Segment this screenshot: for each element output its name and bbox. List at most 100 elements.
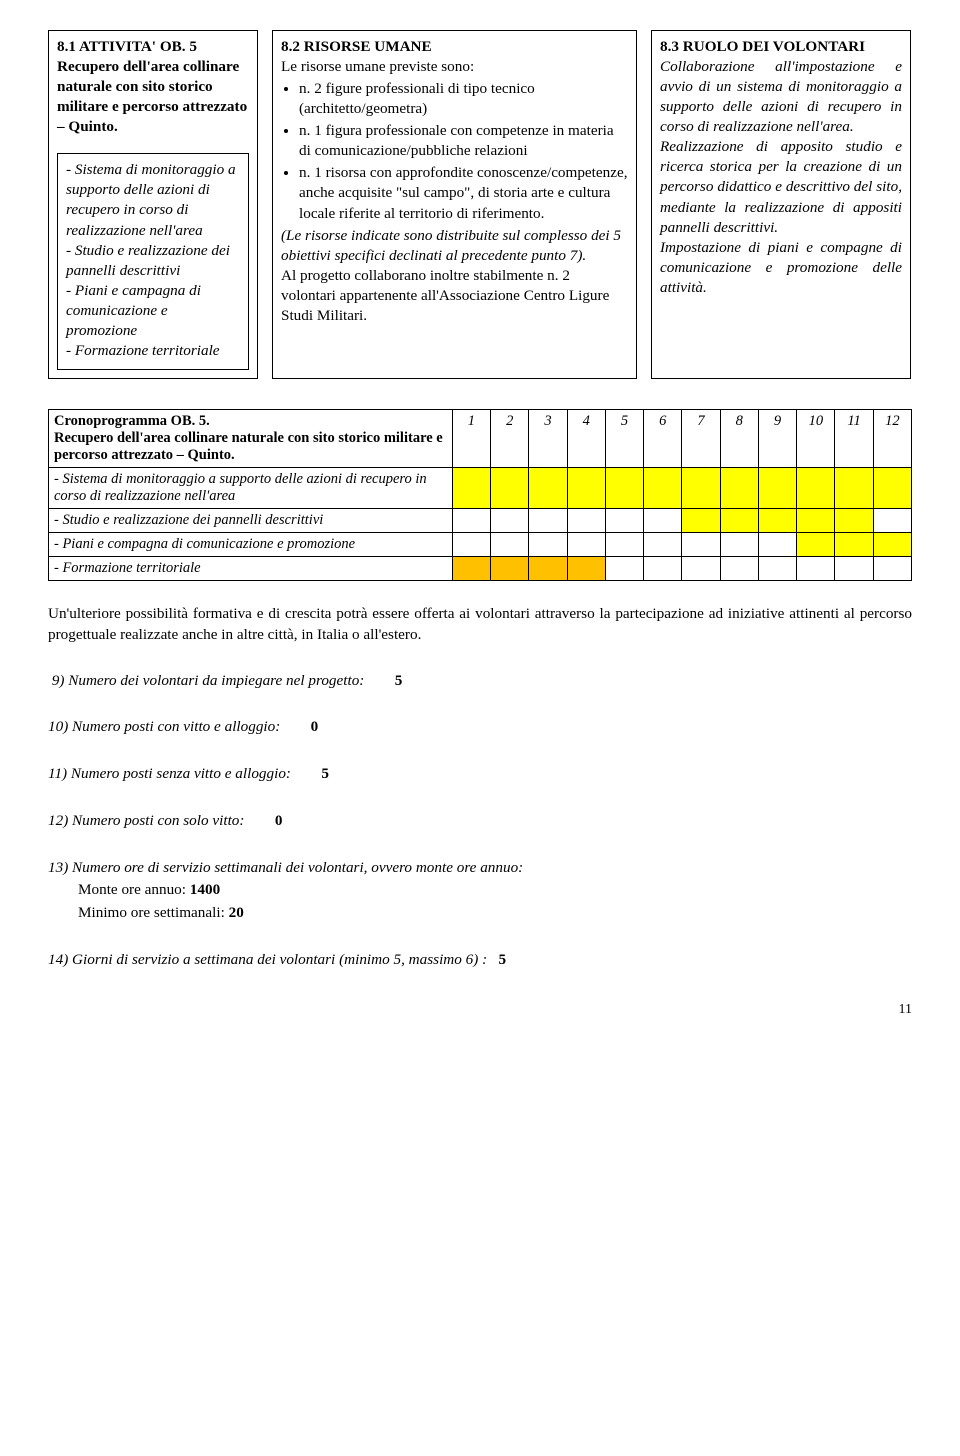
col2-bullets: n. 2 figure professionali di tipo tecnic… [299, 79, 628, 223]
crono-cell [452, 532, 490, 556]
q13b-label: Minimo ore settimanali: [78, 904, 229, 921]
crono-cell [682, 467, 720, 508]
crono-title-cell: Cronoprogramma OB. 5.Recupero dell'area … [49, 409, 453, 467]
q12: 12) Numero posti con solo vitto: 0 [48, 810, 912, 833]
crono-month: 12 [873, 409, 911, 467]
q13b-value: 20 [229, 904, 244, 921]
crono-month: 5 [605, 409, 643, 467]
q14-label: 14) Giorni di servizio a settimana dei v… [48, 951, 487, 968]
col-ruolo: 8.3 RUOLO DEI VOLONTARI Collaborazione a… [651, 30, 911, 379]
crono-cell [491, 532, 529, 556]
col3-text: Collaborazione all'impostazione e avvio … [660, 57, 902, 298]
crono-cell [529, 556, 567, 580]
crono-cell [835, 467, 873, 508]
q12-value: 0 [275, 812, 283, 829]
crono-cell [873, 467, 911, 508]
crono-cell [605, 467, 643, 508]
crono-cell [797, 467, 835, 508]
crono-cell [567, 508, 605, 532]
q11-value: 5 [321, 765, 329, 782]
crono-cell [644, 556, 682, 580]
crono-cell [720, 467, 758, 508]
crono-cell [720, 556, 758, 580]
crono-month: 2 [491, 409, 529, 467]
q10-value: 0 [311, 718, 319, 735]
col2-tail: Al progetto collaborano inoltre stabilme… [281, 266, 628, 326]
q9: 9) Numero dei volontari da impiegare nel… [48, 670, 912, 693]
crono-cell [605, 508, 643, 532]
crono-cell [491, 556, 529, 580]
crono-cell [529, 467, 567, 508]
q14-value: 5 [499, 951, 507, 968]
col1-inner-text: - Sistema di monitoraggio a supporto del… [66, 160, 240, 361]
q9-label: 9) Numero dei volontari da impiegare nel… [52, 672, 365, 689]
crono-cell [835, 532, 873, 556]
crono-cell [720, 508, 758, 532]
col1-inner-box: - Sistema di monitoraggio a supporto del… [57, 153, 249, 370]
crono-cell [873, 556, 911, 580]
crono-cell [797, 508, 835, 532]
crono-cell [797, 556, 835, 580]
q13: 13) Numero ore di servizio settimanali d… [48, 857, 912, 925]
crono-cell [605, 556, 643, 580]
crono-cell [835, 508, 873, 532]
col2-b1: n. 2 figure professionali di tipo tecnic… [299, 79, 628, 119]
col2-mid-italic: (Le risorse indicate sono distribuite su… [281, 226, 628, 266]
crono-cell [644, 508, 682, 532]
crono-month: 7 [682, 409, 720, 467]
q13a-value: 1400 [190, 881, 220, 898]
crono-cell [491, 467, 529, 508]
crono-cell [682, 556, 720, 580]
q13a-label: Monte ore annuo: [78, 881, 190, 898]
crono-month: 9 [758, 409, 796, 467]
col2-b3: n. 1 risorsa con approfondite conoscenze… [299, 163, 628, 223]
crono-cell [797, 532, 835, 556]
cronoprogramma-wrap: Cronoprogramma OB. 5.Recupero dell'area … [48, 409, 912, 581]
col-risorse: 8.2 RISORSE UMANE Le risorse umane previ… [272, 30, 637, 379]
q11-label: 11) Numero posti senza vitto e alloggio: [48, 765, 291, 782]
crono-row-label: - Formazione territoriale [49, 556, 453, 580]
q11: 11) Numero posti senza vitto e alloggio:… [48, 763, 912, 786]
q10-label: 10) Numero posti con vitto e alloggio: [48, 718, 280, 735]
crono-cell [567, 467, 605, 508]
col1-title: Recupero dell'area collinare naturale co… [57, 58, 247, 135]
paragraph-extra: Un'ulteriore possibilità formativa e di … [48, 603, 912, 646]
crono-month: 3 [529, 409, 567, 467]
crono-row-label: - Sistema di monitoraggio a supporto del… [49, 467, 453, 508]
crono-month: 4 [567, 409, 605, 467]
q10: 10) Numero posti con vitto e alloggio: 0 [48, 716, 912, 739]
q13-label: 13) Numero ore di servizio settimanali d… [48, 859, 523, 876]
col2-head: 8.2 RISORSE UMANE [281, 38, 432, 55]
crono-cell [835, 556, 873, 580]
crono-cell [873, 508, 911, 532]
crono-cell [567, 556, 605, 580]
crono-cell [452, 556, 490, 580]
q13a: Monte ore annuo: 1400 [78, 881, 220, 898]
page-number: 11 [48, 1002, 912, 1018]
crono-cell [452, 508, 490, 532]
cronoprogramma-table: Cronoprogramma OB. 5.Recupero dell'area … [48, 409, 912, 581]
crono-cell [491, 508, 529, 532]
crono-cell [758, 467, 796, 508]
crono-cell [644, 467, 682, 508]
col2-intro: Le risorse umane previste sono: [281, 57, 628, 77]
crono-cell [758, 532, 796, 556]
col-attivita: 8.1 ATTIVITA' OB. 5 Recupero dell'area c… [48, 30, 258, 379]
col1-head: 8.1 ATTIVITA' OB. 5 [57, 38, 197, 55]
crono-cell [758, 556, 796, 580]
col2-b2: n. 1 figura professionale con competenze… [299, 121, 628, 161]
top-three-column-row: 8.1 ATTIVITA' OB. 5 Recupero dell'area c… [48, 30, 912, 379]
crono-month: 6 [644, 409, 682, 467]
q14: 14) Giorni di servizio a settimana dei v… [48, 949, 912, 972]
crono-cell [644, 532, 682, 556]
crono-month: 1 [452, 409, 490, 467]
crono-cell [529, 508, 567, 532]
col3-head: 8.3 RUOLO DEI VOLONTARI [660, 38, 865, 55]
q12-label: 12) Numero posti con solo vitto: [48, 812, 244, 829]
q13b: Minimo ore settimanali: 20 [78, 904, 244, 921]
crono-month: 8 [720, 409, 758, 467]
crono-cell [567, 532, 605, 556]
crono-cell [758, 508, 796, 532]
crono-cell [682, 508, 720, 532]
crono-cell [873, 532, 911, 556]
